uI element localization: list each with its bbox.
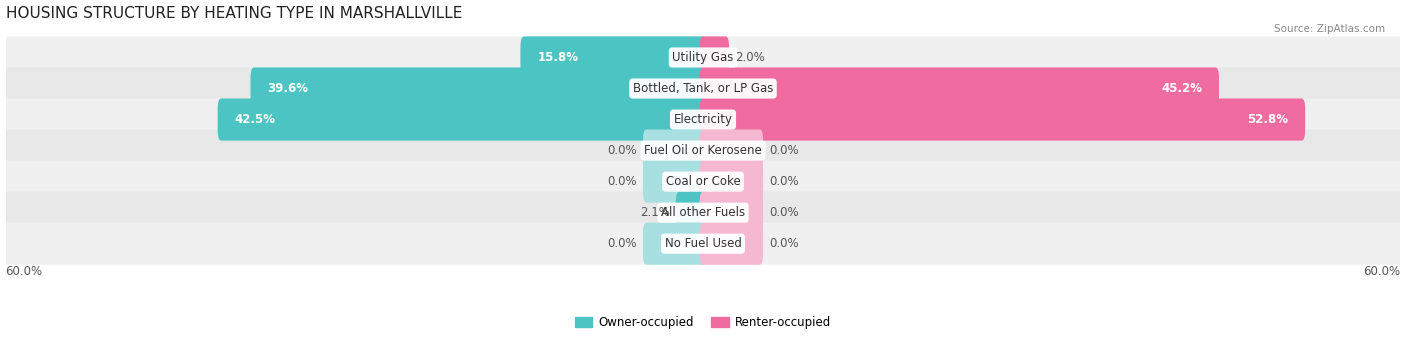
Text: 0.0%: 0.0% — [769, 206, 799, 219]
FancyBboxPatch shape — [700, 192, 763, 234]
FancyBboxPatch shape — [4, 99, 1402, 140]
FancyBboxPatch shape — [520, 36, 706, 78]
FancyBboxPatch shape — [700, 130, 763, 172]
FancyBboxPatch shape — [700, 68, 1219, 109]
Text: Utility Gas: Utility Gas — [672, 51, 734, 64]
Text: 0.0%: 0.0% — [769, 144, 799, 157]
FancyBboxPatch shape — [4, 36, 1402, 78]
Text: 2.0%: 2.0% — [735, 51, 765, 64]
Text: 45.2%: 45.2% — [1161, 82, 1202, 95]
Text: 0.0%: 0.0% — [607, 175, 637, 188]
Text: 0.0%: 0.0% — [607, 144, 637, 157]
FancyBboxPatch shape — [218, 99, 706, 140]
Text: No Fuel Used: No Fuel Used — [665, 237, 741, 250]
Text: 0.0%: 0.0% — [769, 175, 799, 188]
FancyBboxPatch shape — [4, 161, 1402, 203]
FancyBboxPatch shape — [4, 130, 1402, 172]
FancyBboxPatch shape — [4, 223, 1402, 265]
Text: 42.5%: 42.5% — [235, 113, 276, 126]
Text: Fuel Oil or Kerosene: Fuel Oil or Kerosene — [644, 144, 762, 157]
Text: 60.0%: 60.0% — [1364, 265, 1400, 278]
FancyBboxPatch shape — [643, 223, 706, 265]
FancyBboxPatch shape — [643, 161, 706, 203]
FancyBboxPatch shape — [250, 68, 706, 109]
Text: 15.8%: 15.8% — [537, 51, 578, 64]
FancyBboxPatch shape — [676, 192, 706, 234]
Legend: Owner-occupied, Renter-occupied: Owner-occupied, Renter-occupied — [569, 311, 837, 334]
Text: 2.1%: 2.1% — [640, 206, 671, 219]
FancyBboxPatch shape — [4, 192, 1402, 234]
Text: Electricity: Electricity — [673, 113, 733, 126]
Text: 0.0%: 0.0% — [607, 237, 637, 250]
Text: 52.8%: 52.8% — [1247, 113, 1288, 126]
Text: Coal or Coke: Coal or Coke — [665, 175, 741, 188]
Text: All other Fuels: All other Fuels — [661, 206, 745, 219]
Text: 39.6%: 39.6% — [267, 82, 308, 95]
Text: Source: ZipAtlas.com: Source: ZipAtlas.com — [1274, 24, 1385, 34]
FancyBboxPatch shape — [700, 36, 730, 78]
Text: Bottled, Tank, or LP Gas: Bottled, Tank, or LP Gas — [633, 82, 773, 95]
Text: 0.0%: 0.0% — [769, 237, 799, 250]
Text: 60.0%: 60.0% — [6, 265, 42, 278]
FancyBboxPatch shape — [700, 161, 763, 203]
Text: HOUSING STRUCTURE BY HEATING TYPE IN MARSHALLVILLE: HOUSING STRUCTURE BY HEATING TYPE IN MAR… — [6, 5, 463, 20]
FancyBboxPatch shape — [4, 68, 1402, 109]
FancyBboxPatch shape — [700, 223, 763, 265]
FancyBboxPatch shape — [700, 99, 1305, 140]
FancyBboxPatch shape — [643, 130, 706, 172]
